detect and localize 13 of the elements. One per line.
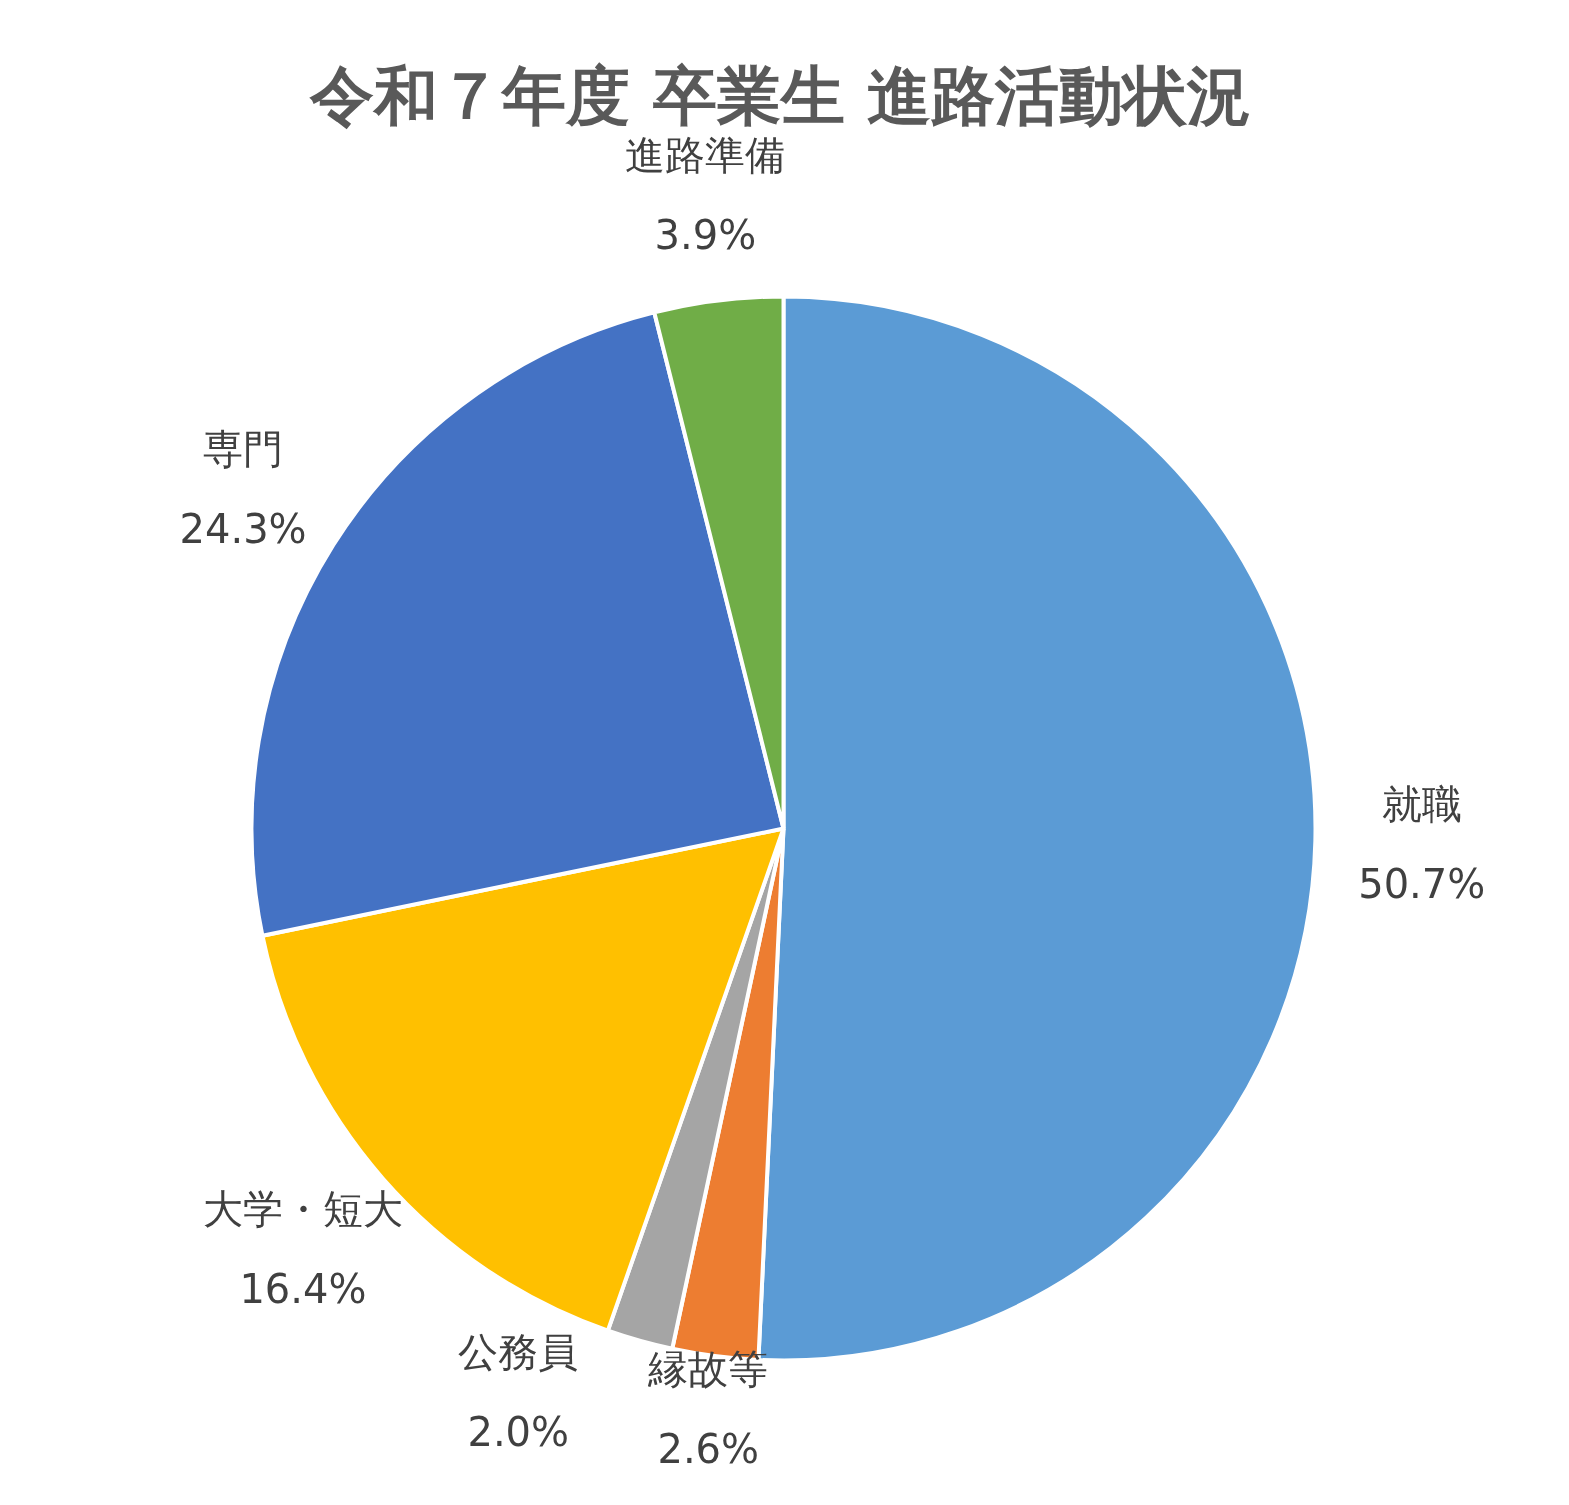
data-label: 2.6% — [657, 1425, 760, 1472]
slice-label: 専門 — [203, 425, 284, 472]
slice-label: 縁故等 — [647, 1345, 769, 1392]
slice-label: 進路準備 — [625, 131, 786, 178]
slice-label: 就職 — [1381, 780, 1462, 827]
data-label: 16.4% — [239, 1265, 367, 1312]
slice-label: 大学・短大 — [202, 1185, 403, 1232]
data-label: 3.9% — [654, 211, 757, 258]
slice-label: 公務員 — [458, 1328, 579, 1375]
data-label: 2.0% — [467, 1408, 570, 1455]
data-label: 24.3% — [179, 505, 307, 552]
chart-title: 令和７年度 卒業生 進路活動状況 — [309, 58, 1251, 133]
data-label: 50.7% — [1358, 860, 1486, 907]
